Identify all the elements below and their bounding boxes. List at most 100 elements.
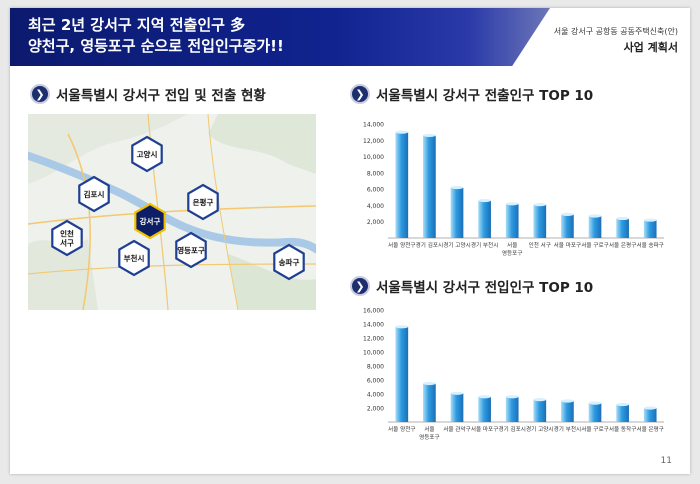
chevron-right-icon: ❯ [350,84,370,104]
region-label: 김포시 [84,189,105,199]
y-tick-label: 8,000 [367,170,384,177]
page-number: 11 [660,456,672,466]
region-label: 고양시 [137,149,158,159]
chart-bar [450,393,464,422]
region-hexagon [134,202,166,240]
region-label: 송파구 [279,257,300,267]
region-hexagon [187,183,219,221]
x-tick-label: 인천 서구 [529,241,551,249]
chart-bar [478,200,491,238]
map-section-header: ❯ 서울특별시 강서구 전입 및 전출 현황 [30,84,266,104]
chart-bar-cap [588,401,602,405]
chart-bar [588,403,602,422]
region-hexagon [78,175,110,213]
chart-bar-cap [505,202,519,206]
chart-bar [533,204,547,238]
x-tick-label: 서울 은평구 [609,241,637,249]
chart-bar [643,220,657,238]
map-road [207,114,239,310]
region-marker-bucheon: 부천시 [118,239,150,277]
y-tick-label: 8,000 [367,364,384,371]
region-label: 은평구 [193,197,214,207]
chart-bar [616,404,629,422]
chart-bar-cap [533,203,547,207]
y-tick-label: 10,000 [363,350,384,357]
map-green-area [228,254,316,310]
region-label: 인천 [60,229,74,239]
inflow-section-title: 서울특별시 강서구 전입인구 TOP 10 [376,280,594,296]
region-marker-eunpyeong: 은평구 [187,183,219,221]
chart-bar-cap [643,218,657,222]
han-river [28,151,316,254]
x-tick-label: 서울 은평구 [636,425,664,433]
region-label: 부천시 [124,253,145,263]
outflow-chart: 2,000 4,000 6,000 8,000 10,000 12,000 14,000 서울… [363,122,664,257]
x-tick-label: 서울 구로구 [581,425,609,433]
chart-bar-cap [533,398,547,402]
slide-title: 최근 2년 강서구 지역 전출인구 多 양천구, 영등포구 순으로 전입인구증가… [28,15,284,57]
region-marker-gimpo: 김포시 [78,175,110,213]
chart-bar-cap [616,216,629,221]
chart-bar-cap [561,212,574,216]
region-hexagon [175,231,207,269]
x-tick-label: 경기 고양시 [443,241,471,249]
x-tick-label: 경기 김포시 [416,241,444,249]
outflow-section-header: ❯ 서울특별시 강서구 전출인구 TOP 10 [350,84,593,104]
x-tick-label: 서울 [424,425,434,433]
chart-bar-cap [561,399,574,403]
outflow-section-title: 서울특별시 강서구 전출인구 TOP 10 [376,88,594,104]
y-tick-label: 2,000 [367,219,384,226]
x-tick-label: 영등포구 [502,249,523,257]
x-tick-label: 서울 [507,241,517,249]
region-label: 강서구 [140,216,161,226]
title-line-1: 최근 2년 강서구 지역 전출인구 多 [28,16,246,34]
chart-bar [561,214,574,238]
inflow-section-header: ❯ 서울특별시 강서구 전입인구 TOP 10 [350,276,593,296]
chart-bar-cap [395,130,409,134]
x-tick-label: 경기 부천시 [554,425,582,433]
inflow-chart: 2,000 4,000 6,000 8,000 10,000 12,000 14,000 16… [363,308,664,441]
chart-bar [588,216,602,238]
y-tick-label: 4,000 [367,392,384,399]
chart-bar [478,396,491,422]
x-tick-label: 서울 구로구 [581,241,609,249]
region-marker-gangseo: 강서구 [134,202,166,240]
y-tick-label: 2,000 [367,406,384,413]
x-tick-label: 서울 마포구 [471,425,499,433]
x-tick-label: 서울 동작구 [609,425,637,433]
x-tick-label: 서울 마포구 [554,241,582,249]
x-tick-label: 경기 김포시 [498,425,526,433]
chart-bar-cap [450,391,464,395]
chart-bar [533,399,547,422]
chart-bar [616,218,629,238]
y-tick-label: 16,000 [363,308,384,315]
chart-bar-cap [423,381,436,386]
y-tick-label: 6,000 [367,187,384,194]
map-green-area [208,114,316,174]
chevron-right-icon: ❯ [30,84,50,104]
chart-bar [505,203,519,238]
chart-bar [423,135,436,238]
x-tick-label: 서울 양천구 [388,241,416,249]
chart-bar [423,383,436,422]
chart-bar [395,132,409,238]
y-tick-label: 12,000 [363,138,384,145]
chart-bar-cap [616,402,629,407]
y-tick-label: 10,000 [363,154,384,161]
chart-bar-cap [423,133,436,137]
x-tick-label: 경기 고양시 [526,425,554,433]
x-tick-label: 서울 관악구 [443,425,471,433]
map-section-title: 서울특별시 강서구 전입 및 전출 현황 [56,88,266,104]
chart-bar [643,408,657,422]
y-tick-label: 14,000 [363,322,384,329]
y-tick-label: 4,000 [367,203,384,210]
chart-bar [395,326,409,422]
region-label: 영등포구 [177,245,205,255]
region-label: 서구 [60,238,74,248]
map-land-north [28,114,188,184]
title-line-2: 양천구, 영등포구 순으로 전입인구증가!! [28,37,284,55]
region-hexagon [51,219,83,257]
x-tick-label: 서울 양천구 [388,425,416,433]
